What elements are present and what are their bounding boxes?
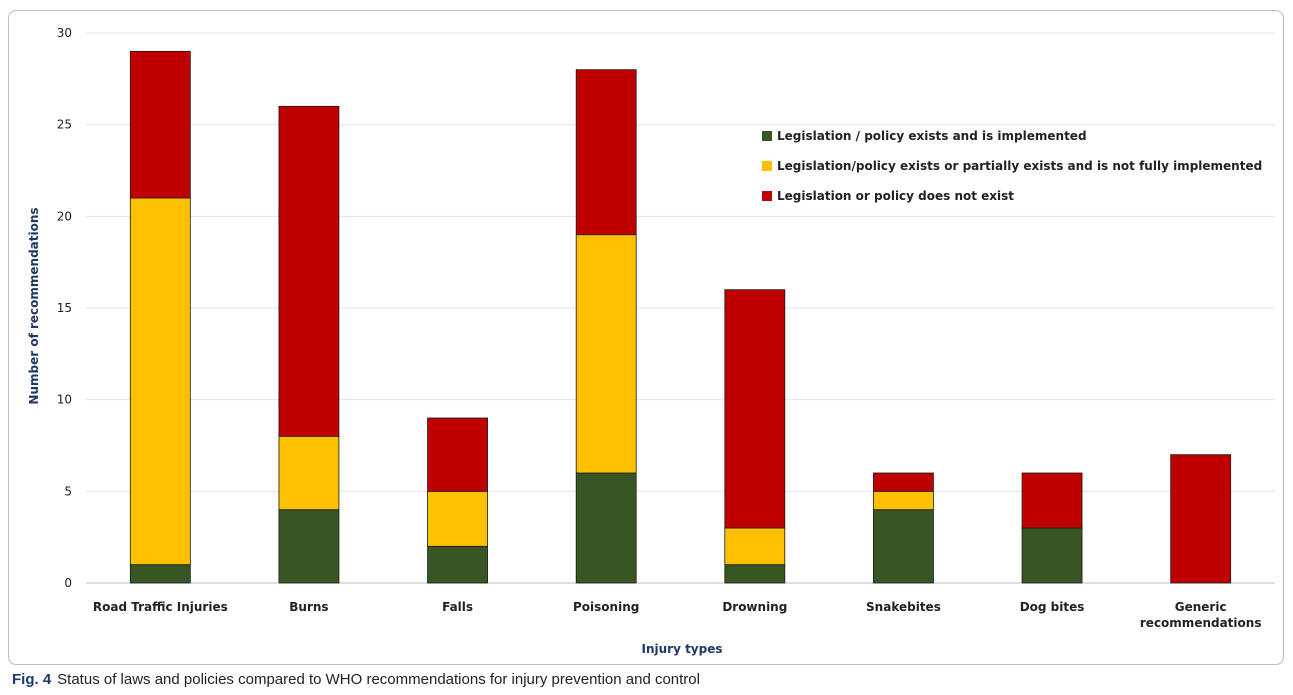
legend-entry: Legislation/policy exists or partially e… [777, 159, 1262, 173]
x-tick-label: Dog bites [1020, 600, 1085, 614]
bar-segment [130, 565, 190, 583]
x-axis-title: Injury types [641, 642, 722, 656]
legend-swatch [762, 191, 772, 201]
y-axis-title: Number of recommendations [27, 207, 41, 404]
bar-segment [1171, 455, 1231, 583]
y-tick-label: 20 [57, 209, 72, 223]
bar-segment [428, 546, 488, 583]
bar-segment [1022, 473, 1082, 528]
bar-segment [279, 436, 339, 509]
y-tick-labels: 0 5 10 15 20 25 30 [57, 26, 72, 590]
bar-segment [279, 106, 339, 436]
bar-segment [428, 491, 488, 546]
y-tick-label: 0 [64, 576, 72, 590]
x-tick-label: Poisoning [573, 600, 639, 614]
legend-entry: Legislation or policy does not exist [777, 189, 1014, 203]
bar-segment [725, 290, 785, 528]
y-tick-label: 5 [64, 484, 72, 498]
legend-swatch [762, 131, 772, 141]
bar-segment [725, 528, 785, 565]
x-tick-label: Drowning [722, 600, 787, 614]
y-tick-label: 30 [57, 26, 72, 40]
bar-segment [725, 565, 785, 583]
bar-segment [576, 473, 636, 583]
bar-segment [873, 473, 933, 491]
figure-label: Fig. 4 [12, 671, 51, 688]
bar-segment [873, 510, 933, 583]
stacked-bar-chart: Road Traffic Injuries Burns Falls Poisoning… [0, 0, 1293, 665]
gridlines [86, 33, 1275, 583]
legend-entry: Legislation / policy exists and is imple… [777, 129, 1087, 143]
legend-swatch [762, 161, 772, 171]
x-tick-label: Falls [442, 600, 473, 614]
bar-segment [576, 235, 636, 473]
bar-segment [873, 491, 933, 509]
bar-segment [576, 70, 636, 235]
bar-segment [428, 418, 488, 491]
x-tick-labels: Road Traffic Injuries Burns Falls Poisoning… [93, 600, 1262, 630]
legend: Legislation / policy exists and is imple… [762, 129, 1262, 203]
figure-caption-text: Status of laws and policies compared to … [57, 671, 700, 688]
bar-segment [1022, 528, 1082, 583]
x-tick-label: Snakebites [866, 600, 941, 614]
x-tick-label: Road Traffic Injuries [93, 600, 228, 614]
x-tick-label: Generic [1175, 600, 1227, 614]
y-tick-label: 25 [57, 118, 72, 132]
x-tick-label: recommendations [1140, 616, 1262, 630]
y-tick-label: 10 [57, 393, 72, 407]
x-tick-label: Burns [289, 600, 328, 614]
y-tick-label: 15 [57, 301, 72, 315]
bar-segment [279, 510, 339, 583]
bar-segment [130, 198, 190, 565]
bar-segment [130, 51, 190, 198]
figure-caption: Fig. 4 Status of laws and policies compar… [12, 671, 700, 688]
